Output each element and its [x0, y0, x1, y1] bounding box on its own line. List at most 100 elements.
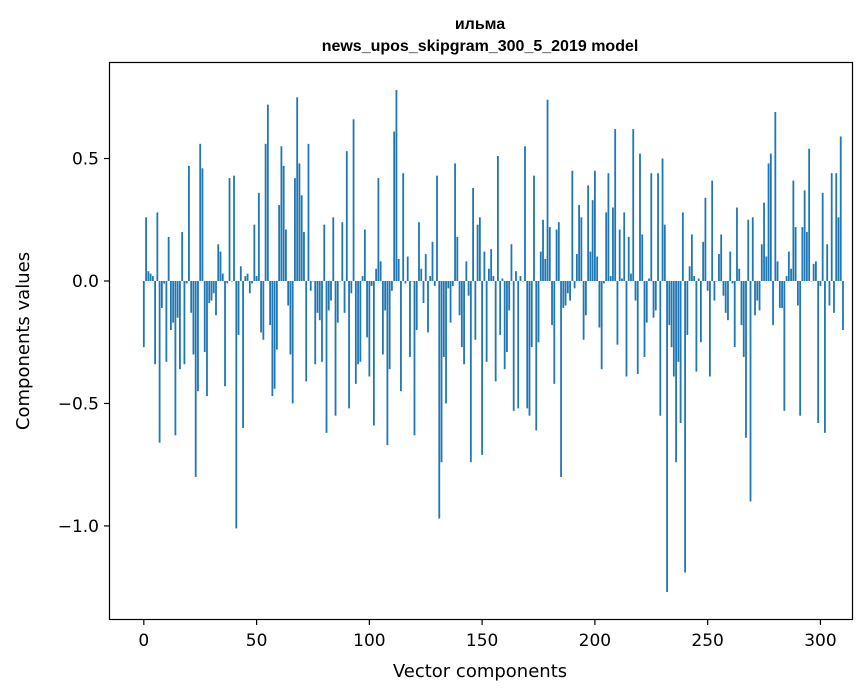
bar-42	[237, 280, 240, 335]
bar-238	[679, 280, 682, 424]
y-tick-label: −0.5	[58, 394, 99, 414]
bar-110	[391, 280, 393, 291]
bar-240	[684, 280, 686, 573]
bar-3	[149, 273, 152, 281]
bar-213	[623, 212, 626, 281]
bar-129	[433, 280, 436, 286]
y-tick-label: −1.0	[58, 517, 99, 537]
bar-62	[282, 165, 285, 281]
bar-232	[666, 280, 668, 593]
bar-140	[458, 280, 461, 316]
bar-284	[783, 280, 786, 411]
bar-211	[618, 229, 621, 281]
bar-54	[264, 143, 267, 281]
bar-174	[535, 280, 538, 431]
bar-20	[188, 165, 190, 281]
bar-125	[424, 254, 427, 281]
bar-216	[630, 273, 632, 281]
bar-287	[790, 268, 792, 281]
bar-219	[636, 280, 639, 375]
bar-201	[596, 256, 599, 281]
bar-164	[512, 280, 515, 411]
bar-55	[266, 104, 269, 281]
bar-122	[418, 222, 420, 281]
bar-148	[476, 224, 479, 281]
bar-256	[720, 234, 723, 281]
x-tick-label: 0	[138, 631, 149, 651]
bar-202	[598, 280, 601, 328]
bar-98	[363, 229, 366, 281]
bar-220	[639, 153, 641, 281]
bar-35	[221, 273, 224, 281]
bar-229	[659, 280, 662, 416]
bar-181	[551, 280, 553, 326]
bar-162	[508, 280, 511, 311]
bar-133	[442, 280, 445, 357]
bar-78	[318, 280, 321, 321]
bar-299	[817, 280, 820, 424]
bar-9	[163, 280, 166, 284]
bar-120	[413, 280, 416, 436]
bar-8	[160, 280, 163, 308]
bar-285	[785, 276, 788, 281]
bar-36	[224, 280, 226, 387]
bar-26	[201, 168, 204, 281]
bar-130	[436, 175, 438, 281]
bar-193	[578, 205, 580, 281]
bar-304	[828, 280, 831, 306]
bar-97	[361, 276, 364, 281]
bar-217	[632, 129, 635, 281]
bar-17	[181, 232, 184, 281]
bar-185	[560, 280, 562, 477]
bar-47	[248, 280, 251, 294]
bar-76	[314, 280, 317, 365]
bar-171	[528, 280, 531, 416]
bar-188	[566, 280, 569, 294]
x-tick-label: 250	[691, 631, 723, 651]
bar-209	[614, 129, 617, 281]
bar-141	[460, 280, 463, 348]
bar-37	[226, 280, 229, 284]
bar-58	[273, 280, 276, 389]
bar-252	[711, 180, 714, 281]
bar-275	[763, 202, 765, 281]
bar-106	[381, 280, 384, 355]
bar-182	[553, 280, 556, 384]
bar-10	[165, 280, 168, 362]
bar-38	[228, 178, 231, 281]
bar-303	[826, 244, 829, 281]
bar-12	[169, 280, 172, 330]
bar-183	[555, 229, 558, 281]
bar-40	[233, 175, 235, 281]
bar-30	[210, 280, 213, 301]
x-axis-ticks: 0 50 100 150 200 250 300	[138, 619, 837, 651]
bar-92	[350, 280, 353, 294]
bar-60	[278, 205, 281, 281]
bar-117	[406, 256, 409, 281]
bar-286	[787, 251, 790, 281]
bar-279	[772, 280, 774, 326]
bar-99	[366, 280, 368, 338]
bar-156	[494, 280, 497, 382]
bar-190	[571, 170, 574, 281]
bar-262	[733, 280, 736, 348]
bar-218	[634, 280, 637, 301]
bar-51	[257, 192, 260, 281]
bar-77	[316, 280, 319, 313]
bar-72	[305, 280, 308, 382]
bar-31	[212, 280, 215, 294]
bar-2	[147, 271, 150, 281]
bar-293	[803, 190, 806, 281]
bar-205	[605, 212, 608, 281]
bar-86	[336, 280, 339, 323]
bar-121	[415, 280, 418, 330]
bar-282	[778, 280, 781, 308]
bar-310	[842, 280, 844, 330]
bar-21	[190, 280, 193, 313]
x-tick-label: 150	[466, 631, 498, 651]
bar-113	[397, 258, 400, 281]
bar-61	[280, 146, 283, 281]
bar-149	[478, 217, 481, 281]
bar-67	[294, 178, 296, 281]
bar-194	[580, 217, 583, 281]
